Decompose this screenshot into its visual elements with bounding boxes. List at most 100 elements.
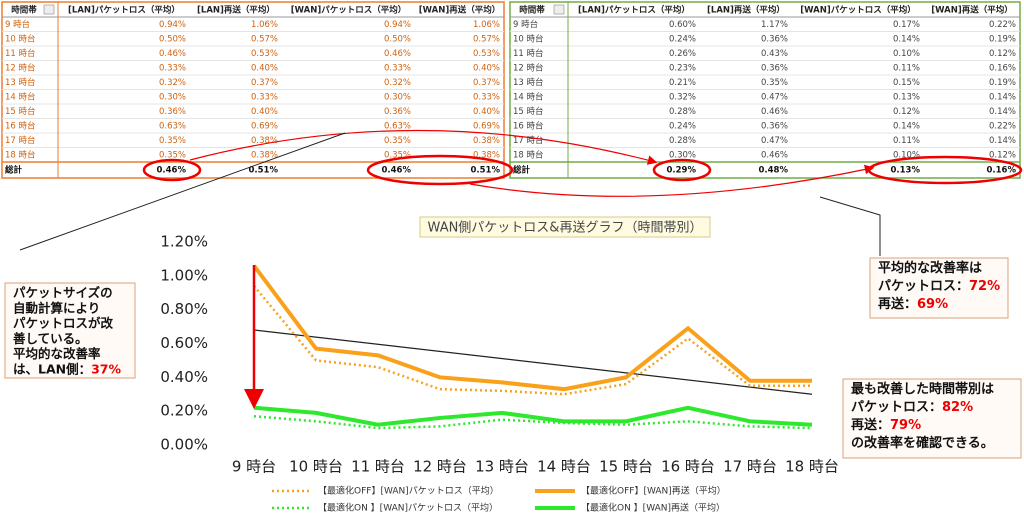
table-cell: 9 時台 [513, 19, 538, 30]
x-tick-label: 14 時台 [537, 458, 591, 476]
y-tick-label: 0.00% [160, 436, 208, 454]
y-tick-label: 0.20% [160, 402, 208, 420]
table-cell: 0.12% [989, 49, 1016, 59]
table-cell: 9 時台 [5, 19, 30, 30]
table-cell: 0.24% [669, 121, 696, 131]
y-tick-label: 1.00% [160, 266, 208, 284]
table-cell: 0.12% [893, 107, 920, 117]
callout-line [19, 132, 346, 251]
x-tick-label: 11 時台 [351, 458, 405, 476]
table-header: [LAN]パケットロス（平均） [578, 5, 690, 16]
table-header: 時間帯 [519, 5, 545, 16]
legend-label: 【最適化OFF】[WAN]パケットロス（平均） [318, 485, 499, 497]
table-cell: 12 時台 [5, 62, 36, 73]
x-tick-label: 12 時台 [413, 458, 467, 476]
callout-segment: 最も改善した時間帯別は [851, 381, 994, 397]
table-cell: 13 時台 [513, 77, 544, 88]
table-cell: 0.10% [893, 49, 920, 59]
table-cell: 0.36% [761, 63, 788, 73]
table-total: 総計 [5, 165, 23, 176]
table-total: 0.46% [157, 166, 187, 176]
callout-text: は、LAN側：37% [13, 361, 122, 376]
table-total: 0.51% [471, 166, 501, 176]
table-cell: 0.46% [384, 49, 411, 59]
y-tick-label: 1.20% [160, 233, 208, 251]
y-tick-label: 0.60% [160, 334, 208, 352]
table-cell: 1.17% [761, 20, 788, 30]
table-cell: 0.94% [159, 20, 186, 30]
table-total: 0.48% [759, 166, 789, 176]
callout-segment: 平均的な改善率は [878, 260, 982, 276]
callout-line [819, 196, 881, 256]
table-header: [LAN]再送（平均） [707, 5, 785, 16]
table-cell: 0.53% [251, 49, 278, 59]
table-cell: 0.46% [761, 107, 788, 117]
callout-text: 善している。 [13, 330, 88, 345]
table-cell: 0.37% [251, 78, 278, 88]
table-cell: 0.19% [989, 34, 1016, 44]
table-cell: 0.32% [384, 78, 411, 88]
table-cell: 13 時台 [5, 77, 36, 88]
title-box [419, 216, 711, 238]
table-cell: 0.32% [159, 78, 186, 88]
callout-segment: 平均的な改善率 [13, 346, 101, 361]
callout-highlight: 79% [890, 418, 921, 433]
connector [189, 129, 658, 165]
callout-text: 再送：79% [851, 417, 921, 433]
callout-text: 最も改善した時間帯別は [851, 381, 994, 397]
x-tick-label: 18 時台 [785, 458, 839, 476]
table-header: [WAN]再送（平均） [419, 5, 500, 16]
callout-box [4, 282, 136, 379]
table-cell: 0.40% [251, 63, 278, 73]
table-cell: 14 時台 [513, 91, 544, 102]
table-cell: 0.40% [251, 107, 278, 117]
table-cell: 1.06% [473, 20, 500, 30]
callout-segment: 自動計算により [13, 300, 100, 315]
table-cell: 0.30% [159, 92, 186, 102]
callout-text: 平均的な改善率は [878, 260, 982, 276]
table-cell: 0.36% [159, 107, 186, 117]
table-total: 0.16% [987, 166, 1017, 176]
table-cell: 0.14% [989, 107, 1016, 117]
callout-text: パケットロスが改 [13, 315, 114, 330]
table-cell: 0.36% [761, 34, 788, 44]
table-cell: 0.33% [251, 92, 278, 102]
table-cell: 0.24% [669, 34, 696, 44]
y-tick-label: 0.80% [160, 300, 208, 318]
table-total: 0.13% [891, 166, 921, 176]
x-tick-label: 15 時台 [599, 458, 653, 476]
table-total: 0.46% [382, 166, 412, 176]
table-cell: 0.23% [669, 63, 696, 73]
callout-segment: パケットロス： [878, 279, 969, 294]
table-cell: 0.47% [761, 92, 788, 102]
table-header: [WAN]再送（平均） [931, 5, 1012, 16]
table-cell: 0.28% [669, 107, 696, 117]
table-cell: 0.50% [159, 34, 186, 44]
callout-highlight: 82% [942, 400, 973, 415]
table-cell: 0.63% [159, 121, 186, 131]
table-cell: 0.32% [669, 92, 696, 102]
table-cell: 0.37% [473, 78, 500, 88]
table-total: 総計 [513, 165, 531, 176]
table-cell: 0.28% [669, 136, 696, 146]
table-cell: 0.33% [384, 63, 411, 73]
table-header: [WAN]パケットロス（平均） [291, 5, 406, 16]
table-cell: 0.46% [159, 49, 186, 59]
table-cell: 0.16% [989, 63, 1016, 73]
callout-segment: パケットロス： [851, 400, 942, 415]
table-cell: 0.35% [384, 136, 411, 146]
x-tick-label: 16 時台 [661, 458, 715, 476]
table-cell: 0.40% [473, 63, 500, 73]
table-cell: 11 時台 [5, 48, 36, 59]
table-cell: 0.14% [989, 136, 1016, 146]
table-header: 時間帯 [11, 5, 37, 16]
callout-box [842, 378, 1022, 459]
table-cell: 0.11% [893, 63, 920, 73]
highlight-ellipse [142, 158, 202, 182]
callout-segment: の改善率を確認できる。 [851, 435, 994, 451]
table-cell: 0.11% [893, 136, 920, 146]
callout-text: 平均的な改善率 [13, 346, 101, 361]
table-cell: 0.22% [989, 20, 1016, 30]
callout-text: パケットロス：72% [878, 279, 1000, 294]
table-cell: 1.06% [251, 20, 278, 30]
